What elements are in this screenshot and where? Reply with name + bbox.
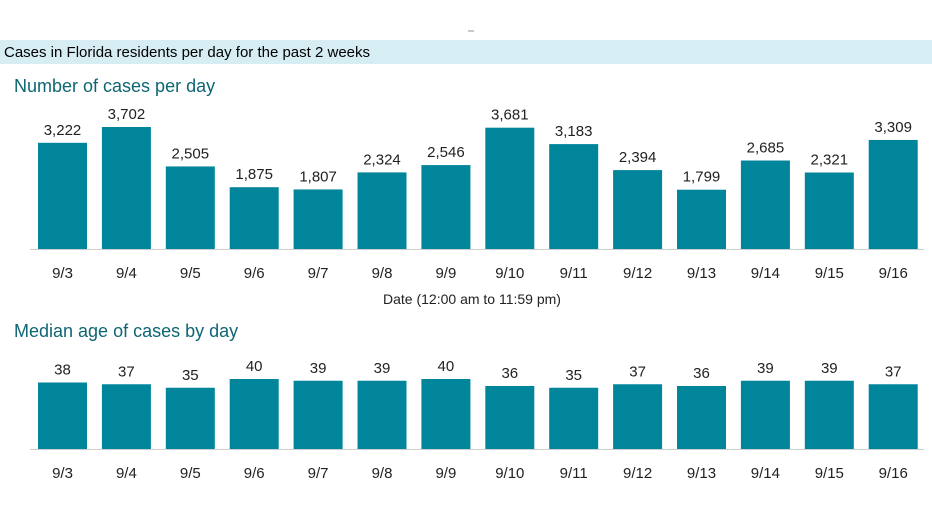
bar-9/8 [357,172,407,249]
bar-9/7 [293,189,343,249]
x-tick-label: 9/13 [687,265,716,282]
data-label: 38 [54,362,71,379]
data-label: 39 [821,360,838,377]
x-tick-label: 9/4 [116,265,137,282]
bar-9/15 [804,172,854,249]
x-tick-label: 9/5 [180,465,201,482]
bar-9/12 [613,170,663,249]
data-label: 36 [693,365,710,382]
bar-9/8 [357,380,407,449]
x-tick-label: 9/9 [435,265,456,282]
x-tick-label: 9/7 [308,465,329,482]
bar-9/4 [101,127,151,249]
cases-chart-title: Number of cases per day [14,76,216,96]
x-tick-label: 9/4 [116,465,137,482]
bar-9/6 [229,187,279,249]
x-tick-label: 9/13 [687,465,716,482]
x-tick-label: 9/12 [623,265,652,282]
data-label: 35 [565,367,582,384]
x-tick-label: 9/5 [180,265,201,282]
bar-9/10 [485,386,535,449]
x-tick-label: 9/6 [244,465,265,482]
x-tick-label: 9/3 [52,465,73,482]
bar-9/14 [740,160,790,249]
data-label: 1,875 [235,166,273,183]
bar-9/15 [804,380,854,449]
data-label: 37 [629,363,646,380]
data-label: 2,321 [811,152,849,169]
x-tick-label: 9/6 [244,265,265,282]
data-label: 1,807 [299,168,337,185]
bar-9/16 [868,384,918,449]
data-label: 40 [438,358,455,375]
x-tick-label: 9/14 [751,465,780,482]
data-label: 39 [374,360,391,377]
x-tick-label: 9/7 [308,265,329,282]
data-label: 2,324 [363,151,401,168]
data-label: 37 [118,363,135,380]
data-label: 39 [310,360,327,377]
bar-9/9 [421,379,471,449]
bar-9/6 [229,379,279,449]
data-label: 2,505 [172,145,210,162]
bar-9/10 [485,127,535,249]
data-label: 36 [501,365,518,382]
header-title: Cases in Florida residents per day for t… [4,44,371,61]
header-band [0,40,932,64]
data-label: 1,799 [683,169,721,186]
bar-9/13 [677,386,726,449]
bar-9/5 [165,387,215,449]
x-tick-label: 9/15 [815,465,844,482]
bar-9/11 [549,144,599,249]
data-label: 3,702 [108,106,146,123]
x-tick-label: 9/10 [495,465,524,482]
bar-9/3 [38,142,87,249]
bar-9/13 [677,189,726,249]
x-tick-label: 9/16 [879,465,908,482]
bar-9/3 [38,382,87,449]
x-tick-label: 9/3 [52,265,73,282]
data-label: 3,222 [44,122,82,139]
bar-9/12 [613,384,663,449]
bar-9/16 [868,139,918,249]
x-tick-label: 9/12 [623,465,652,482]
bar-9/5 [165,166,215,249]
data-label: 39 [757,360,774,377]
x-tick-label: 9/8 [372,465,393,482]
data-label: 37 [885,363,902,380]
x-tick-label: 9/11 [560,465,588,482]
x-tick-label: 9/8 [372,265,393,282]
top-tick-mark [468,30,474,32]
bar-9/11 [549,387,599,449]
x-tick-label: 9/10 [495,265,524,282]
age-chart-title: Median age of cases by day [14,321,239,341]
data-label: 3,309 [874,119,912,136]
data-label: 40 [246,358,263,375]
bar-9/4 [101,384,151,449]
bar-9/14 [740,380,790,449]
x-tick-label: 9/9 [435,465,456,482]
x-tick-label: 9/11 [560,265,588,282]
data-label: 35 [182,367,199,384]
x-tick-label: 9/14 [751,265,780,282]
x-tick-label: 9/16 [879,265,908,282]
data-label: 3,681 [491,107,529,124]
bar-9/9 [421,165,471,249]
bar-9/7 [293,380,343,449]
data-label: 3,183 [555,123,593,140]
data-label: 2,394 [619,149,657,166]
x-tick-label: 9/15 [815,265,844,282]
x-axis-label: Date (12:00 am to 11:59 pm) [383,291,561,307]
data-label: 2,546 [427,144,465,161]
data-label: 2,685 [747,140,785,157]
